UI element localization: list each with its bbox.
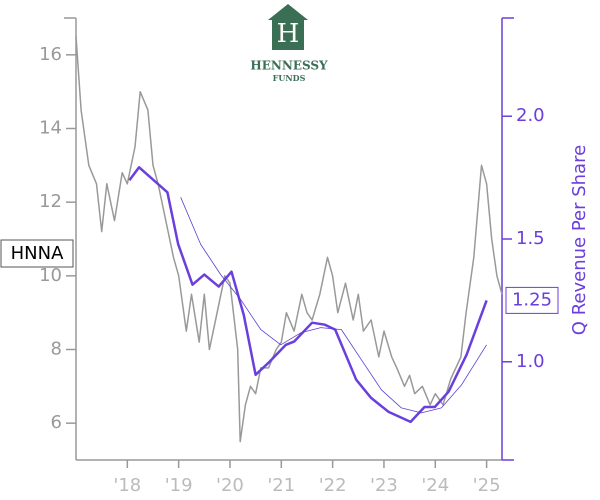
x-tick-label: '24 — [421, 475, 449, 496]
y-tick-label: 8 — [51, 339, 62, 360]
series-line — [128, 166, 488, 424]
y-tick-label: 16 — [39, 44, 62, 65]
ticker-label: HNNA — [11, 243, 64, 264]
y-tick-label: 12 — [39, 191, 62, 212]
y-tick-label: 6 — [51, 412, 62, 433]
x-tick-label: '19 — [165, 475, 193, 496]
logo-roof — [268, 4, 308, 20]
logo-sub: FUNDS — [273, 73, 306, 83]
value-label-box — [505, 286, 559, 314]
logo: H HENNESSY FUNDS — [250, 4, 328, 83]
y2-tick-label: 2.0 — [516, 105, 545, 126]
value-label: 1.25 — [512, 289, 552, 310]
series-line — [75, 36, 503, 443]
x-tick-label: '20 — [216, 475, 244, 496]
logo-name: HENNESSY — [250, 59, 328, 73]
y2-tick-label: 1.0 — [516, 351, 545, 372]
x-tick-label: '18 — [113, 475, 141, 496]
logo-h: H — [277, 19, 300, 49]
ticker-box — [0, 239, 74, 268]
x-tick-label: '22 — [319, 475, 347, 496]
y-tick-label: 14 — [39, 118, 62, 139]
series-line — [180, 197, 487, 414]
x-tick-label: '21 — [267, 475, 295, 496]
y-tick-label: 10 — [39, 265, 62, 286]
y2-axis-label: Q Revenue Per Share — [569, 145, 590, 335]
x-tick-label: '23 — [370, 475, 398, 496]
x-tick-label: '25 — [473, 475, 501, 496]
y2-tick-label: 1.5 — [516, 228, 545, 249]
logo-icon — [272, 18, 304, 50]
